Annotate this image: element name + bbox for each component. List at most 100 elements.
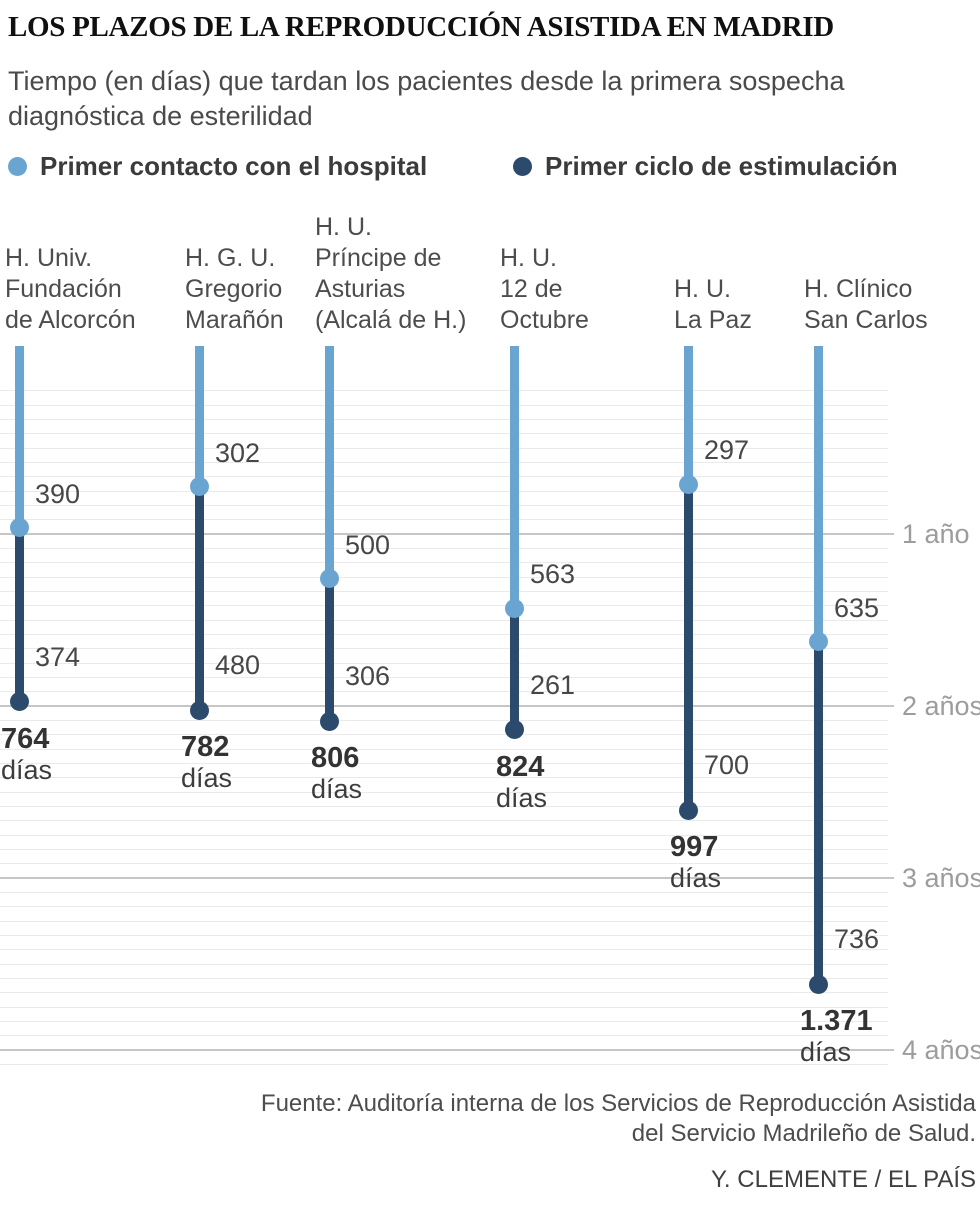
cycle-days-value: 374 <box>35 641 81 672</box>
cycle-dot <box>9 692 29 712</box>
gridline-year <box>0 1049 894 1051</box>
gridline-month <box>0 719 888 721</box>
hospital-label-line: H. Clínico <box>804 275 913 303</box>
legend-dot-contact-icon <box>8 156 27 176</box>
total-days-label: 806 días <box>311 743 362 806</box>
hospital-label-line: La Paz <box>674 306 752 334</box>
contact-dot <box>808 632 828 652</box>
gridline-month <box>0 906 888 908</box>
chart-title: LOS PLAZOS DE LA REPRODUCCIÓN ASISTIDA E… <box>8 11 834 43</box>
contact-segment <box>14 346 24 528</box>
gridline-month <box>0 1063 888 1065</box>
hospital-label-line: Octubre <box>500 306 589 334</box>
source-note: Fuente: Auditoría interna de los Servici… <box>216 1089 976 1149</box>
gridline-month <box>0 1035 888 1037</box>
gridline-month <box>0 648 888 650</box>
gridline-month <box>0 390 888 392</box>
gridline-month <box>0 691 888 693</box>
gridline-month <box>0 1006 888 1008</box>
gridline-month <box>0 519 888 521</box>
hospital-label: H. G. U. Gregorio Marañón <box>185 243 284 336</box>
gridline-month <box>0 619 888 621</box>
gridline-month <box>0 977 888 979</box>
gridline-month <box>0 834 888 836</box>
gridline-month <box>0 891 888 893</box>
total-days-label: 764 días <box>1 724 52 787</box>
gridline-month <box>0 476 888 478</box>
total-days-number: 997 <box>670 831 719 864</box>
total-days-number: 806 <box>311 742 360 775</box>
contact-days-value: 500 <box>345 529 391 560</box>
total-days-unit: días <box>670 863 722 894</box>
gridline-year <box>0 533 894 535</box>
cycle-dot <box>319 711 339 731</box>
hospital-label-line: H. U. <box>674 275 731 303</box>
gridline-month <box>0 447 888 449</box>
legend-dot-cycle-icon <box>513 156 532 176</box>
hospital-label: H. Clínico San Carlos <box>804 274 928 336</box>
hospital-label: H. U. 12 de Octubre <box>500 243 589 336</box>
legend: Primer contacto con el hospital Primer c… <box>8 150 968 182</box>
cycle-segment <box>194 486 204 710</box>
hospital-label-line: Gregorio <box>185 275 283 303</box>
gridline-month <box>0 490 888 492</box>
contact-days-value: 563 <box>530 559 576 590</box>
hospital-label-line: San Carlos <box>804 306 928 334</box>
contact-dot <box>504 598 524 618</box>
cycle-days-value: 736 <box>834 924 880 955</box>
total-days-unit: días <box>311 774 363 805</box>
contact-dot <box>319 569 339 589</box>
hospital-label-line: Fundación <box>5 275 122 303</box>
gridline-month <box>0 1020 888 1022</box>
cycle-dot <box>808 974 828 994</box>
gridline-month <box>0 992 888 994</box>
hospital-label-line: Marañón <box>185 306 284 334</box>
gridline-month <box>0 676 888 678</box>
gridline-month <box>0 547 888 549</box>
gridline-month <box>0 805 888 807</box>
year-axis-label: 4 años <box>902 1035 980 1065</box>
cycle-segment <box>683 484 693 811</box>
gridline-month <box>0 748 888 750</box>
hospital-label-line: (Alcalá de H.) <box>315 306 467 334</box>
total-days-label: 997 días <box>670 832 721 895</box>
contact-segment <box>324 346 334 579</box>
contact-dot <box>189 477 209 497</box>
gridline-month <box>0 734 888 736</box>
gridline-month <box>0 820 888 822</box>
hospital-label: H. U. Príncipe de Asturias (Alcalá de H.) <box>315 212 466 336</box>
contact-segment <box>194 346 204 487</box>
hospital-label-line: H. U. <box>500 244 557 272</box>
total-days-number: 782 <box>181 731 230 763</box>
legend-label-contact: Primer contacto con el hospital <box>40 150 428 181</box>
chart-subtitle-line-1: Tiempo (en días) que tardan los paciente… <box>8 66 845 96</box>
cycle-days-value: 261 <box>530 669 576 700</box>
contact-days-value: 297 <box>704 435 750 466</box>
cycle-days-value: 306 <box>345 661 391 692</box>
gridline-month <box>0 562 888 564</box>
chart-subtitle-line-2: diagnóstica de esterilidad <box>8 101 313 131</box>
gridline-month <box>0 461 888 463</box>
total-days-unit: días <box>181 763 233 793</box>
cycle-dot <box>678 800 698 820</box>
hospital-label-line: 12 de <box>500 275 563 303</box>
year-axis-label: 2 años <box>902 691 980 721</box>
hospital-label: H. U. La Paz <box>674 274 752 336</box>
author-credit: Y. CLEMENTE / EL PAÍS <box>711 1166 976 1193</box>
cycle-segment <box>14 527 24 702</box>
cycle-segment <box>324 578 334 722</box>
legend-item-contact: Primer contacto con el hospital <box>8 150 427 182</box>
gridline-month <box>0 404 888 406</box>
cycle-dot <box>504 720 524 740</box>
cycle-dot <box>189 700 209 720</box>
contact-segment <box>509 346 519 609</box>
hospital-label-line: H. Univ. <box>5 244 93 272</box>
gridline-month <box>0 433 888 435</box>
gridline-month <box>0 920 888 922</box>
contact-days-value: 635 <box>834 592 880 623</box>
gridline-month <box>0 934 888 936</box>
hospital-label-line: H. U. <box>315 213 372 241</box>
chart-subtitle: Tiempo (en días) que tardan los paciente… <box>8 64 938 134</box>
